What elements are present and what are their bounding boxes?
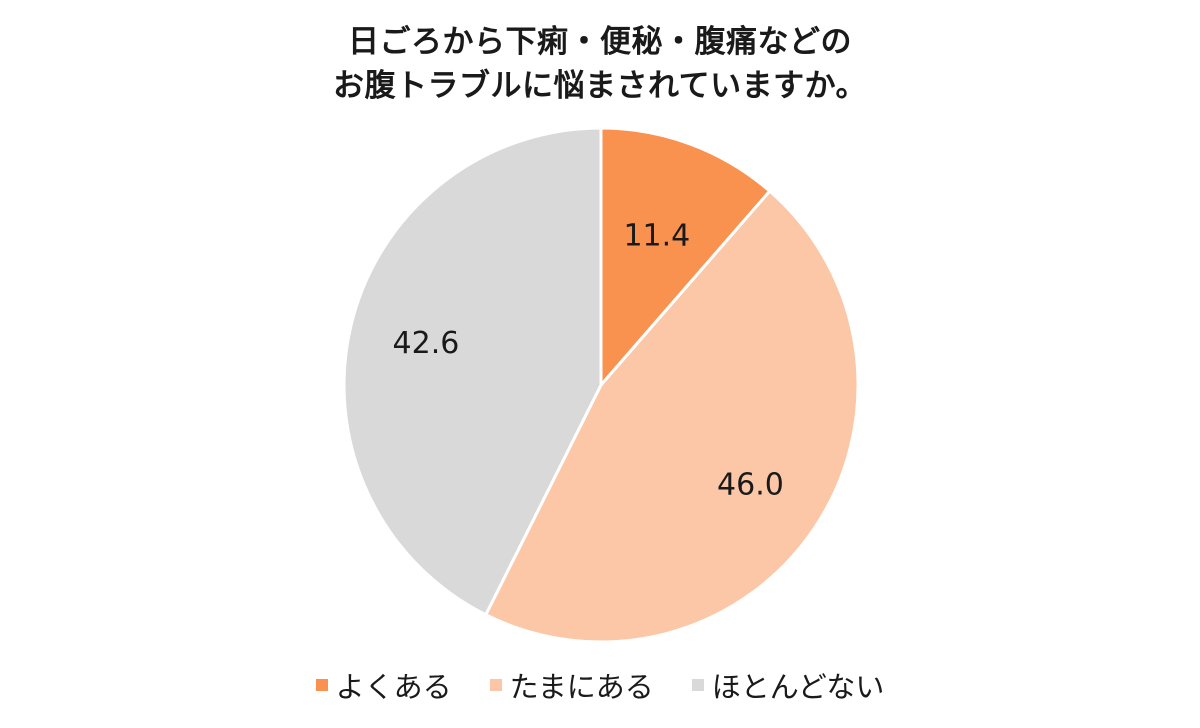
legend-label-sometimes: たまにある <box>510 664 654 706</box>
legend-item-often: よくある <box>316 664 452 706</box>
legend: よくある たまにある ほとんどない <box>0 664 1200 706</box>
legend-swatch-often <box>316 679 328 691</box>
data-label-rarely: 42.6 <box>393 326 460 361</box>
legend-swatch-sometimes <box>490 679 502 691</box>
data-label-often: 11.4 <box>623 218 690 253</box>
legend-swatch-rarely <box>692 679 704 691</box>
data-label-sometimes: 46.0 <box>717 468 784 503</box>
pie-chart: 11.4 46.0 42.6 <box>0 0 1200 728</box>
legend-item-sometimes: たまにある <box>490 664 654 706</box>
legend-label-often: よくある <box>336 664 452 706</box>
legend-label-rarely: ほとんどない <box>712 664 885 706</box>
legend-item-rarely: ほとんどない <box>692 664 885 706</box>
